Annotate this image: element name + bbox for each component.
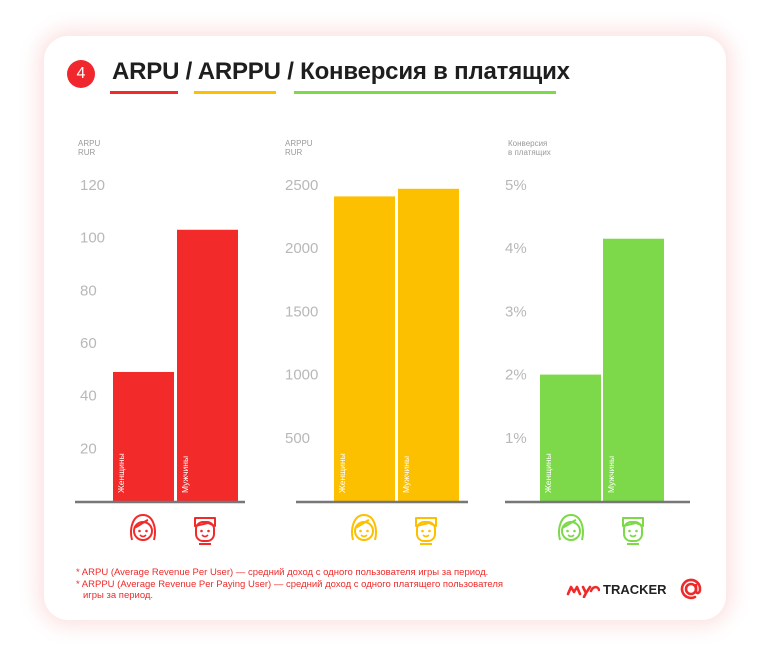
woman-icon — [130, 513, 156, 541]
man-icon — [622, 517, 644, 545]
tick-label: 2000 — [285, 240, 318, 257]
underline-yellow — [194, 91, 276, 94]
tick-label: 120 — [80, 177, 105, 194]
axis-title-line: Конверсия — [508, 139, 547, 148]
tick-label: 4% — [505, 240, 527, 257]
tick-label: 2% — [505, 367, 527, 384]
bar-men — [398, 188, 459, 502]
at-sign-logo-icon — [680, 578, 702, 600]
footnote-arpu: * ARPU (Average Revenue Per User) — сред… — [76, 567, 489, 578]
axis-title-line: в платящих — [508, 148, 551, 157]
tracker-logo-text: TRACKER — [603, 582, 667, 597]
axis-title-line: ARPU — [78, 139, 100, 148]
bar-men — [603, 238, 664, 501]
axis-title-line: ARPPU — [285, 139, 313, 148]
woman-icon — [351, 513, 377, 541]
woman-icon — [558, 513, 584, 541]
tick-label: 500 — [285, 430, 310, 447]
tick-label: 80 — [80, 282, 97, 299]
section-number-badge: 4 — [67, 60, 95, 88]
bar-label: Мужчины — [606, 456, 616, 493]
axis-title-line: RUR — [78, 148, 96, 157]
bar-women — [334, 196, 395, 501]
bar-label: Женщины — [337, 453, 347, 493]
bar-women — [113, 371, 174, 501]
tick-label: 5% — [505, 177, 527, 194]
tick-label: 1500 — [285, 303, 318, 320]
tick-label: 20 — [80, 440, 97, 457]
footnote-arppu: * ARPPU (Average Revenue Per Paying User… — [76, 579, 504, 590]
tick-label: 100 — [80, 230, 105, 247]
bar-women — [540, 374, 601, 501]
tick-label: 3% — [505, 303, 527, 320]
man-icon — [415, 517, 437, 545]
underline-red — [110, 91, 178, 94]
tick-label: 60 — [80, 335, 97, 352]
underline-green — [294, 91, 556, 94]
tick-label: 40 — [80, 388, 97, 405]
tick-label: 1% — [505, 430, 527, 447]
bar-men — [177, 229, 238, 501]
tick-label: 2500 — [285, 177, 318, 194]
bar-label: Женщины — [543, 453, 553, 493]
axis-title-line: RUR — [285, 148, 303, 157]
tick-label: 1000 — [285, 367, 318, 384]
footnote-arppu-cont: игры за период. — [83, 590, 154, 601]
bar-label: Женщины — [116, 453, 126, 493]
man-icon — [194, 517, 216, 545]
mytracker-logo-icon — [566, 585, 600, 598]
bar-label: Мужчины — [401, 456, 411, 493]
bar-label: Мужчины — [180, 456, 190, 493]
page-title: ARPU / ARPPU / Конверсия в платящих — [112, 58, 570, 85]
